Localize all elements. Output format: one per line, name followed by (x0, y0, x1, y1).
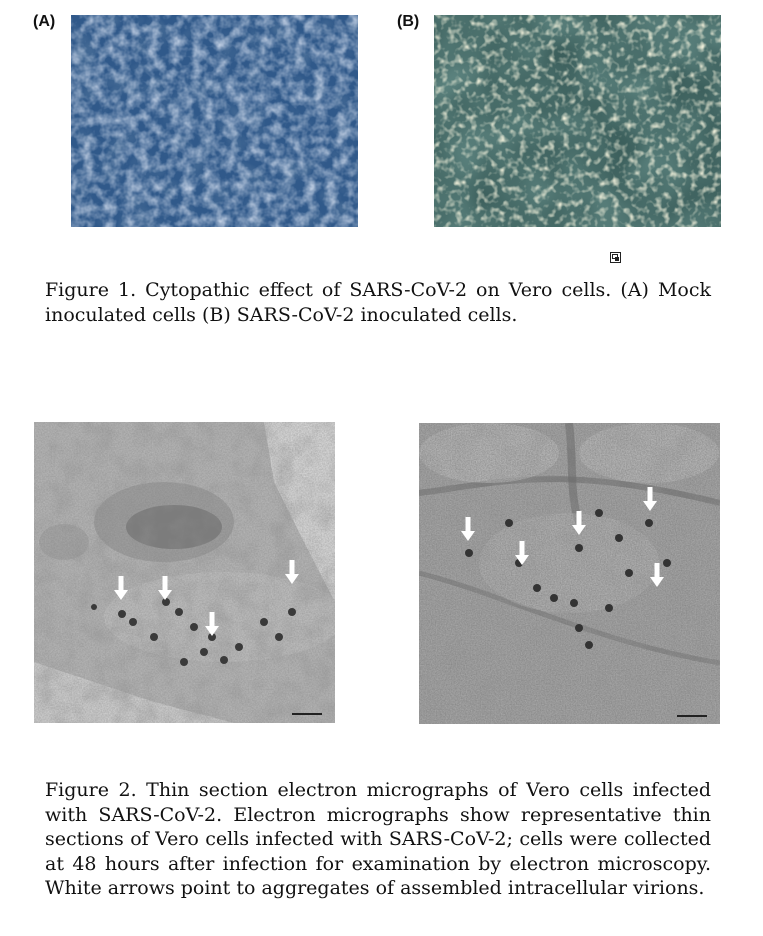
panel-b-label: (B) (397, 13, 420, 30)
figure-2-caption: Figure 2. Thin section electron microgra… (45, 779, 711, 899)
electron-micrograph-left (34, 422, 335, 723)
figure-1-caption: Figure 1. Cytopathic effect of SARS-CoV-… (45, 279, 711, 326)
micrograph-virus-inoculated (434, 15, 721, 227)
electron-micrograph-right (419, 423, 720, 724)
micrograph-mock-inoculated (71, 15, 358, 227)
document-icon[interactable] (610, 248, 621, 267)
panel-a-label: (A) (33, 13, 56, 30)
